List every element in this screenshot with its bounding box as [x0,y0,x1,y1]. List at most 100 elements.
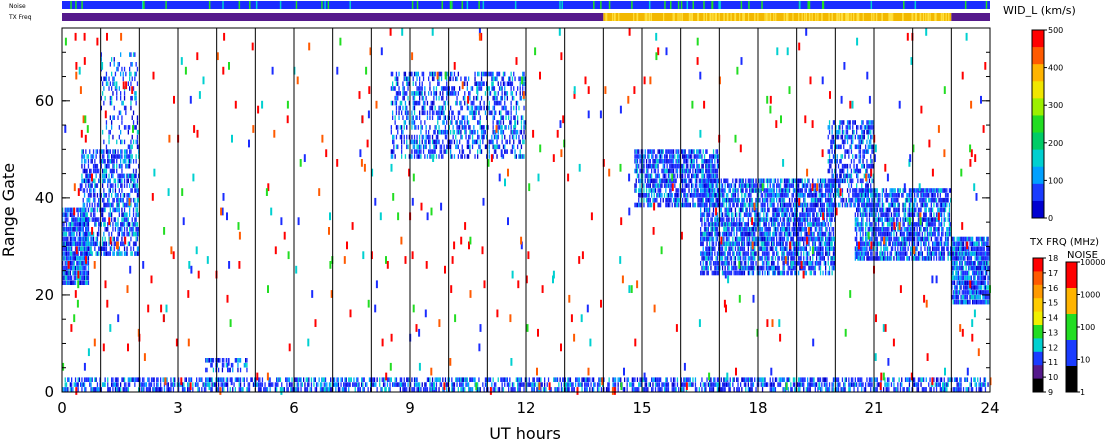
data-cell [684,193,686,198]
data-cell [830,261,832,266]
data-cell [469,95,471,101]
data-cell [740,265,742,271]
data-cell [73,275,75,281]
data-cell [796,188,798,193]
data-cell [669,178,671,184]
data-cell [688,154,690,159]
data-cell [764,241,766,247]
data-cell [135,241,137,247]
txfreq-bar-tick [857,13,859,21]
data-cell [716,251,719,256]
data-cell [706,188,708,193]
data-cell [92,207,95,213]
data-cell [131,231,133,237]
data-cell [866,149,868,154]
data-cell [474,105,476,111]
data-cell [835,202,837,208]
data-cell [787,222,789,227]
data-cell [477,71,479,77]
data-cell [679,163,681,169]
txfreq-bar-segment [603,13,952,21]
data-cell [888,202,890,208]
noise-bar-tick [70,1,72,9]
data-cell [136,81,139,87]
data-cell [62,246,64,252]
data-cell [761,265,764,271]
data-cell [112,149,114,154]
data-cell [709,261,711,266]
data-cell [83,270,86,276]
data-cell [742,178,744,184]
data-cell [724,246,726,252]
data-cell [450,144,452,150]
data-cell [761,261,764,266]
data-cell [64,227,66,232]
data-cell [488,100,490,106]
data-cell [513,144,515,150]
data-cell [679,154,681,159]
data-cell [816,246,818,252]
data-cell [442,86,444,91]
data-cell [638,178,640,184]
data-cell [111,212,113,218]
data-cell [702,178,704,184]
data-cell [767,236,769,242]
data-cell [393,86,395,91]
data-cell [662,178,664,184]
data-cell [495,76,497,82]
data-cell [741,236,743,242]
data-cell [823,193,825,198]
data-cell [700,197,702,203]
data-cell [465,76,467,82]
data-cell [821,227,823,232]
data-cell [712,261,715,266]
data-cell [763,246,765,252]
data-cell [805,207,807,213]
data-cell [700,207,702,213]
data-cell [705,159,707,164]
data-cell [126,227,128,232]
data-cell [856,183,858,188]
data-cell [114,207,117,213]
data-cell [743,222,746,227]
data-cell [716,154,719,159]
data-cell [814,183,816,188]
data-cell [447,86,449,91]
data-cell [740,207,742,213]
data-cell [68,222,70,227]
noise-bar-tick [680,1,683,9]
data-cell [100,207,102,213]
data-cell [422,110,425,116]
data-cell [798,178,800,184]
data-cell [125,105,127,111]
data-cell [675,178,677,184]
data-cell [468,154,470,159]
data-cell [428,139,430,145]
data-cell [513,105,515,111]
data-cell [425,144,427,150]
data-cell [770,241,773,247]
data-cell [881,227,883,232]
noise-bar-label: Noise [9,3,26,10]
data-cell [800,256,802,261]
data-cell [86,154,88,159]
data-cell [113,246,115,252]
txfreq-bar-tick [773,13,775,21]
data-cell [108,163,110,169]
data-cell [519,81,521,87]
data-cell [676,202,679,208]
data-cell [825,270,827,276]
data-cell [742,231,744,237]
data-cell [685,178,688,184]
data-cell [100,159,102,164]
data-cell [642,178,644,184]
data-cell [104,236,106,242]
data-cell [426,100,429,106]
data-cell [733,251,735,256]
data-cell [706,217,708,222]
data-cell [863,188,865,193]
data-cell [754,251,756,256]
data-cell [870,129,872,135]
data-cell [505,125,507,130]
